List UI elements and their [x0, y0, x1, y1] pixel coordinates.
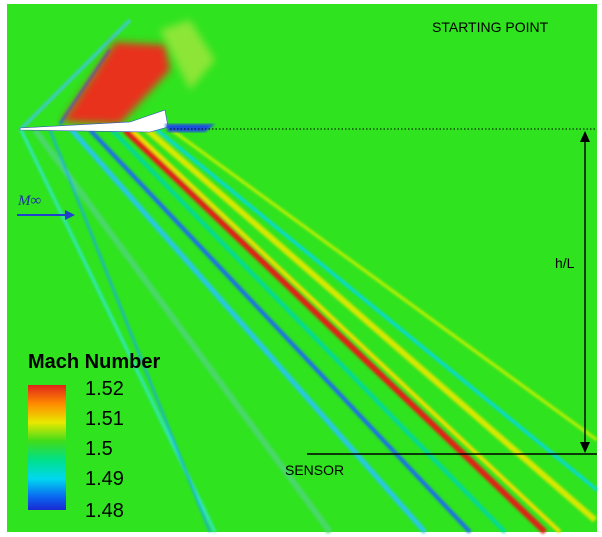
colorbar-title: Mach Number — [28, 351, 160, 373]
colorbar-tick-label: 1.52 — [85, 378, 124, 400]
freestream-label: M∞ — [17, 193, 41, 209]
figure: STARTING POINT h/L SENSOR M∞ Mach Number… — [0, 0, 602, 537]
colorbar-tick-label: 1.51 — [85, 408, 124, 430]
sensor-label: SENSOR — [285, 462, 344, 478]
starting-point-label: STARTING POINT — [432, 19, 549, 35]
colorbar-tick-label: 1.49 — [85, 468, 124, 490]
colorbar-tick-label: 1.5 — [85, 438, 113, 460]
colorbar-tick-label: 1.48 — [85, 500, 124, 522]
colorbar — [28, 385, 66, 510]
height-label: h/L — [555, 255, 575, 271]
